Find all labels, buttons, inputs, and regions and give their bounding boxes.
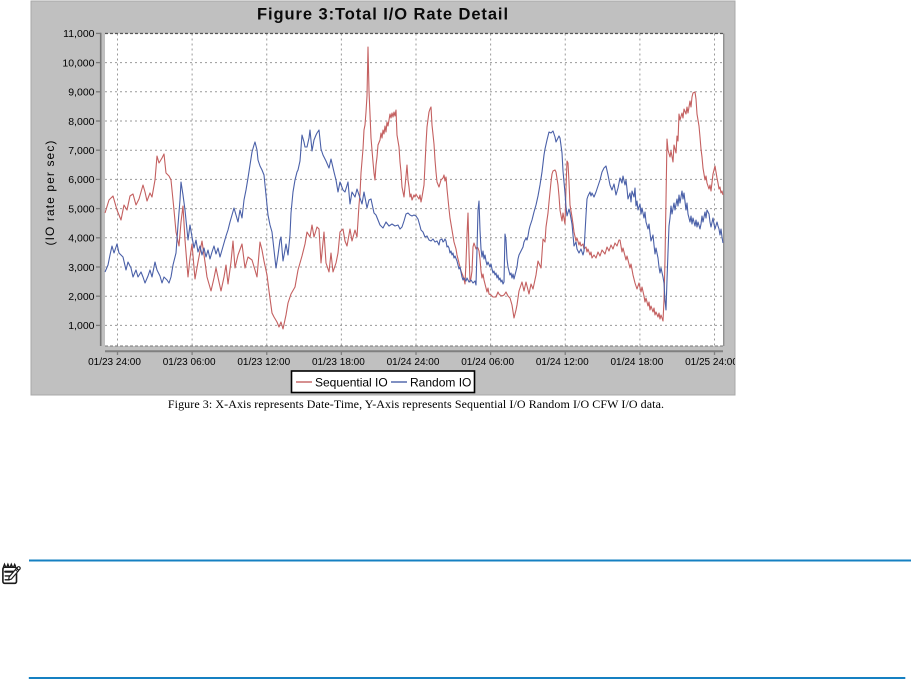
svg-text:01/23 24:00: 01/23 24:00: [88, 357, 141, 368]
svg-text:11,000: 11,000: [63, 28, 94, 40]
svg-text:01/24 12:00: 01/24 12:00: [536, 357, 589, 368]
svg-text:9,000: 9,000: [68, 87, 94, 99]
svg-text:(IO rate per sec): (IO rate per sec): [43, 139, 57, 245]
svg-text:8,000: 8,000: [68, 116, 94, 128]
svg-text:01/25 24:00: 01/25 24:00: [685, 357, 738, 368]
svg-text:7,000: 7,000: [68, 145, 94, 157]
svg-text:Random IO: Random IO: [410, 376, 471, 390]
svg-text:Figure 3: X-Axis represents Da: Figure 3: X-Axis represents Date-Time, Y…: [168, 397, 664, 411]
svg-text:4,000: 4,000: [68, 233, 94, 245]
svg-text:2,000: 2,000: [68, 291, 94, 303]
svg-text:01/23 12:00: 01/23 12:00: [237, 357, 290, 368]
svg-text:01/24 18:00: 01/24 18:00: [610, 357, 663, 368]
svg-text:5,000: 5,000: [68, 203, 94, 215]
svg-text:1,000: 1,000: [68, 320, 94, 332]
svg-text:01/23 06:00: 01/23 06:00: [163, 357, 216, 368]
svg-text:01/24 24:00: 01/24 24:00: [387, 357, 440, 368]
svg-text:Figure 3:Total I/O Rate Detail: Figure 3:Total I/O Rate Detail: [257, 5, 509, 23]
svg-text:01/24 06:00: 01/24 06:00: [461, 357, 514, 368]
svg-text:3,000: 3,000: [68, 262, 94, 274]
svg-text:10,000: 10,000: [62, 57, 94, 69]
svg-text:Sequential IO: Sequential IO: [315, 376, 388, 390]
svg-text:6,000: 6,000: [68, 174, 94, 186]
svg-text:01/23 18:00: 01/23 18:00: [312, 357, 365, 368]
